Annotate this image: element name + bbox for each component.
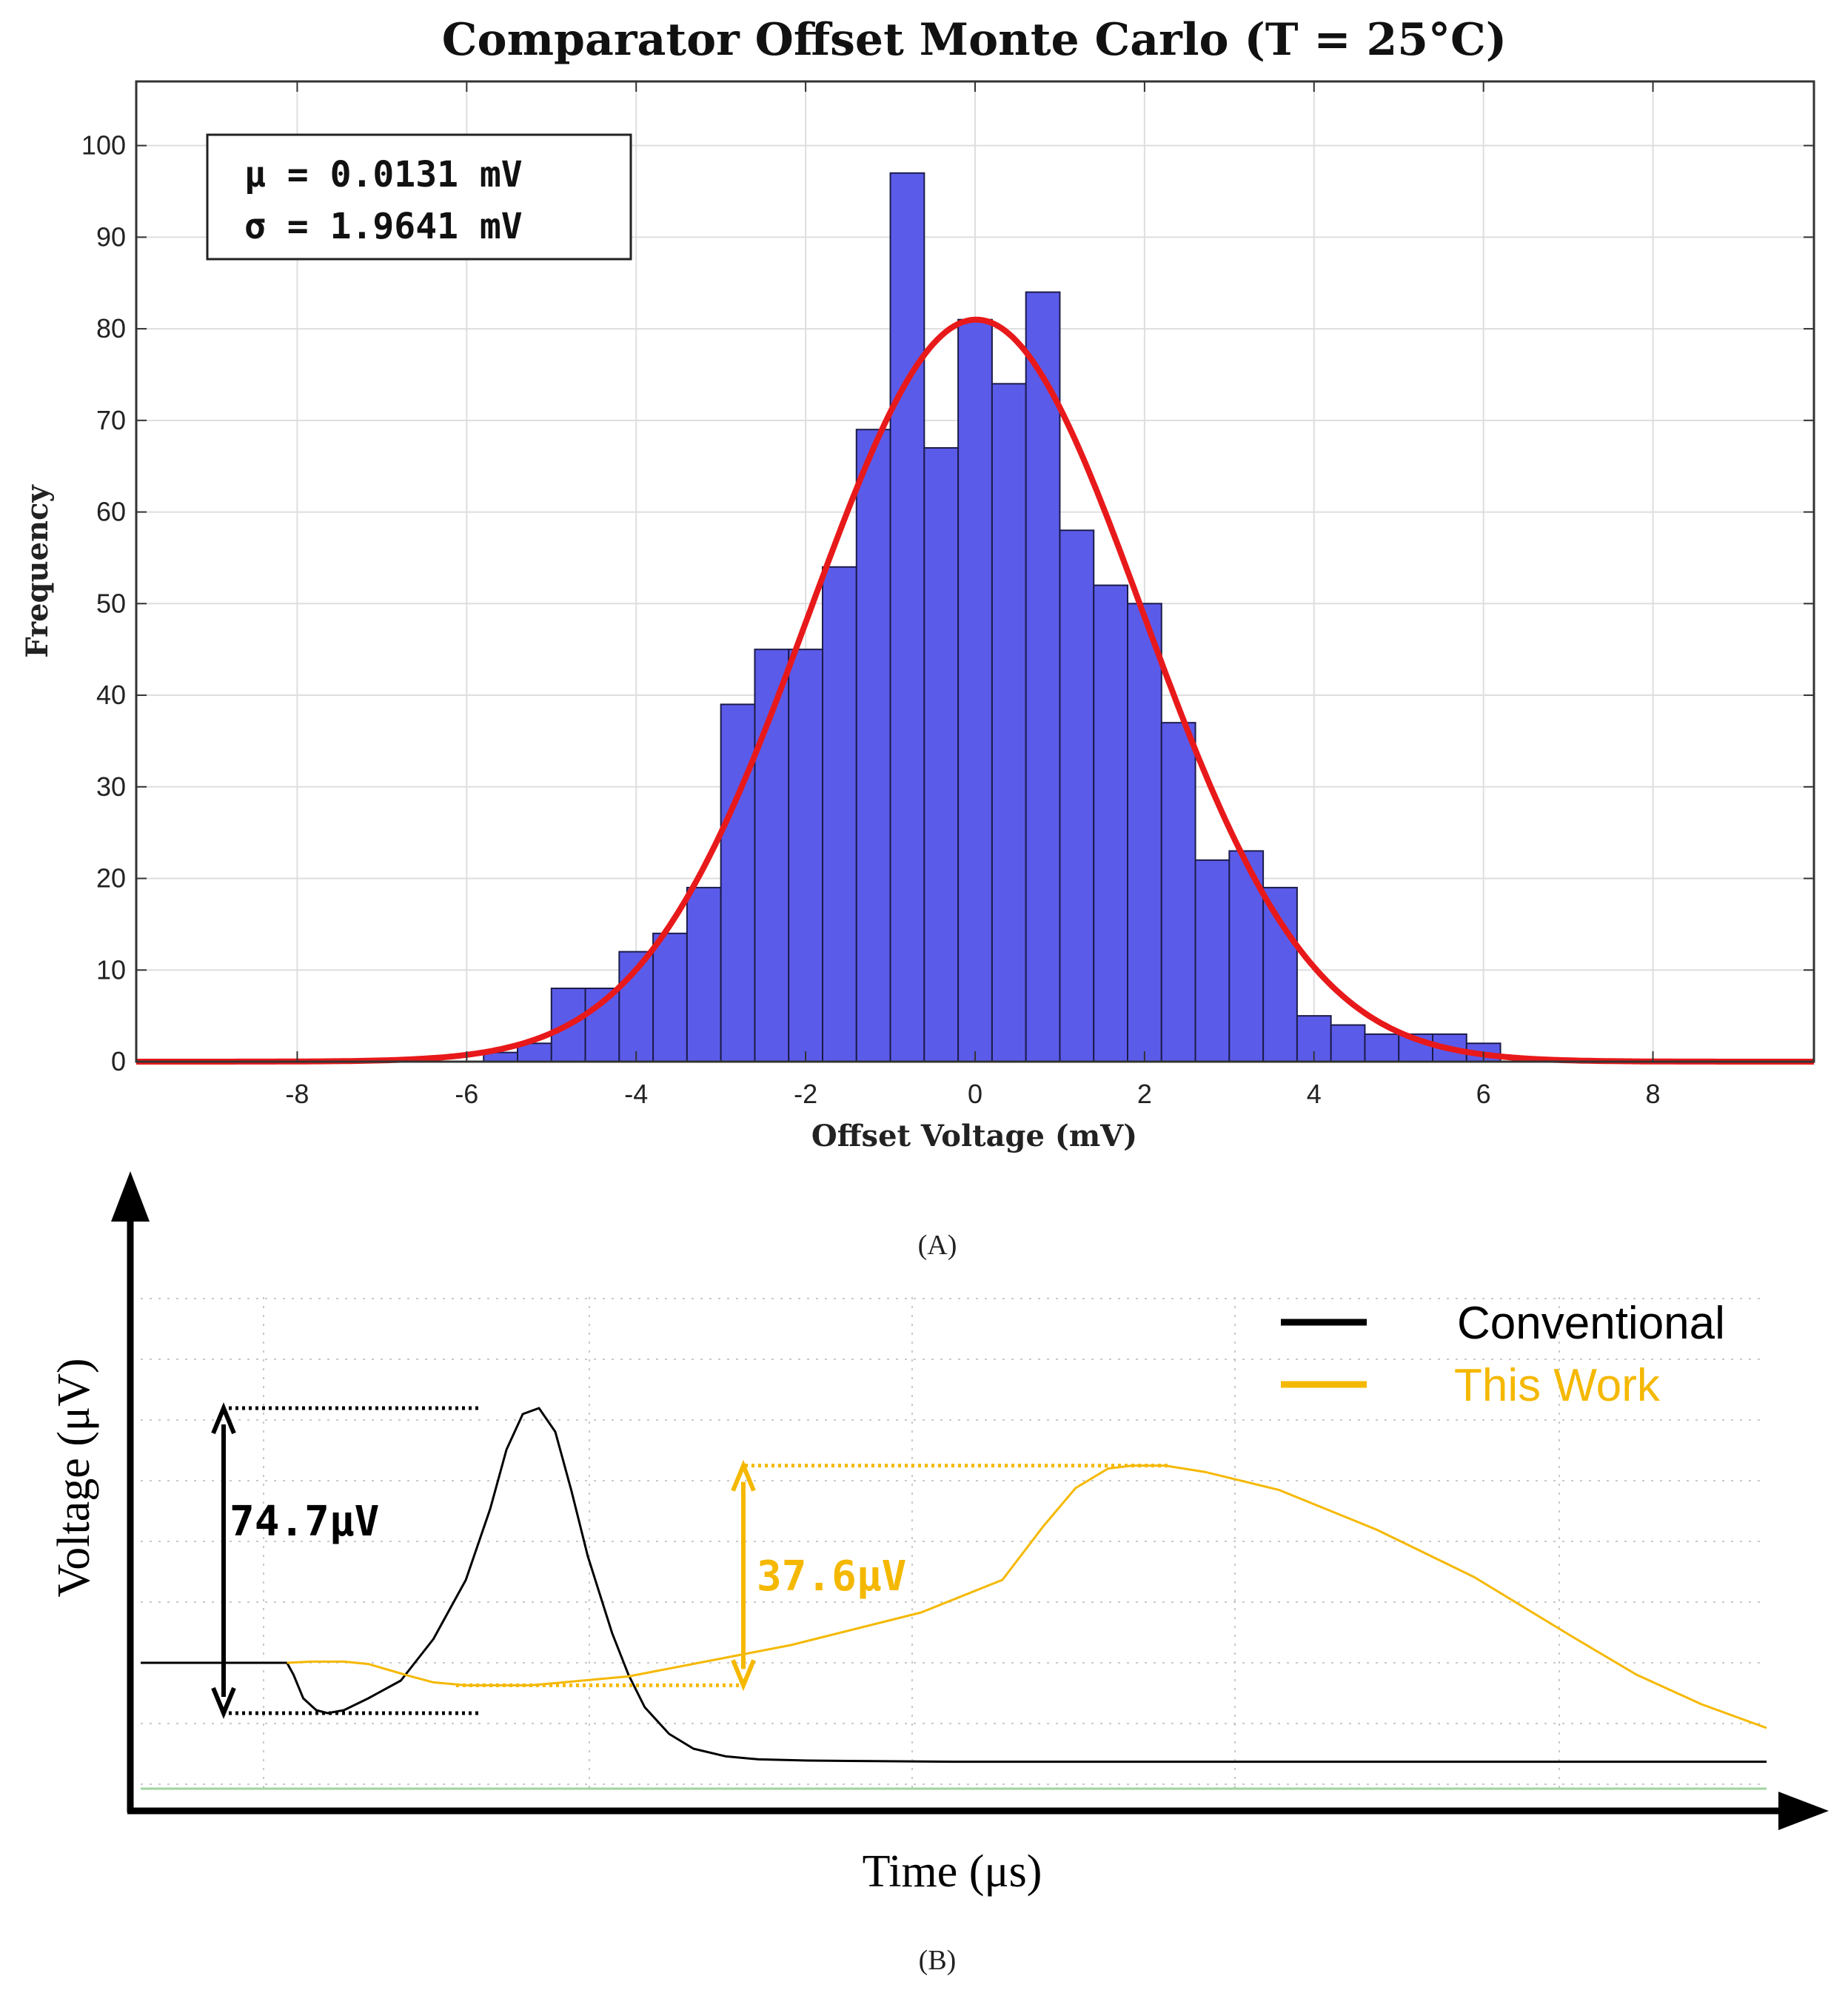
series-line bbox=[141, 1407, 1767, 1763]
chart-a-fit bbox=[136, 316, 1814, 1065]
arrow-up-icon bbox=[211, 1402, 236, 1435]
y-axis-arrow-icon bbox=[111, 1171, 150, 1222]
histogram-bar bbox=[1059, 529, 1095, 1062]
histogram-bar bbox=[1194, 859, 1231, 1063]
histogram-bar bbox=[1025, 291, 1061, 1062]
arrow-down-icon bbox=[211, 1686, 236, 1719]
ytick-label: 90 bbox=[96, 221, 126, 252]
ytick-label: 40 bbox=[96, 680, 126, 710]
ytick-label: 30 bbox=[96, 771, 126, 802]
histogram-bar bbox=[957, 318, 993, 1063]
histogram-bar bbox=[822, 566, 857, 1062]
histogram-bar bbox=[991, 383, 1027, 1062]
chart-a-title: Comparator Offset Monte Carlo (T = 25°C) bbox=[442, 14, 1507, 66]
caption-a: (A) bbox=[918, 1230, 957, 1261]
histogram-bar bbox=[1330, 1024, 1366, 1062]
histogram-bar bbox=[720, 703, 756, 1062]
xtick-label: 2 bbox=[1137, 1079, 1152, 1109]
histogram-bar bbox=[855, 429, 891, 1062]
chart-b-legend: Conventional This Work bbox=[1281, 1298, 1725, 1411]
ytick-label: 100 bbox=[81, 130, 126, 161]
chart-a-xticklabels: -8 -6 -4 -2 0 2 4 6 8 bbox=[285, 1079, 1660, 1109]
chart-a-ylabel: Frequency bbox=[20, 484, 55, 658]
legend-this-work-label: This Work bbox=[1454, 1360, 1661, 1411]
stats-box: μ = 0.0131 mV σ = 1.9641 mV bbox=[206, 133, 632, 261]
ytick-label: 70 bbox=[96, 405, 126, 435]
xtick-label: 6 bbox=[1476, 1079, 1491, 1109]
chart-b-annotations bbox=[211, 1402, 1171, 1719]
x-axis-arrow-icon bbox=[1778, 1792, 1829, 1830]
ytick-label: 0 bbox=[111, 1046, 126, 1076]
chart-b-lines bbox=[141, 1407, 1767, 1763]
ytick-label: 20 bbox=[96, 863, 126, 894]
histogram-bar bbox=[1262, 886, 1298, 1063]
histogram-bar bbox=[1127, 603, 1162, 1062]
legend-conventional-label: Conventional bbox=[1457, 1298, 1725, 1349]
ytick-label: 80 bbox=[96, 313, 126, 344]
chart-a-ticks bbox=[136, 81, 1814, 1062]
stats-box-frame bbox=[206, 133, 632, 261]
chart-b-xlabel: Time (μs) bbox=[863, 1846, 1042, 1897]
caption-b: (B) bbox=[919, 1945, 957, 1976]
chart-a-xlabel: Offset Voltage (mV) bbox=[811, 1119, 1137, 1153]
histogram-bar bbox=[889, 172, 925, 1063]
histogram-bar bbox=[788, 649, 823, 1062]
ytick-label: 60 bbox=[96, 497, 126, 527]
xtick-label: 8 bbox=[1646, 1079, 1661, 1109]
chart-b-ylabel: Voltage (μV) bbox=[49, 1358, 99, 1597]
chart-a-yticklabels: 0 10 20 30 40 50 60 70 80 90 100 bbox=[81, 130, 126, 1076]
annotation-conventional-label: 74.7μV bbox=[230, 1498, 379, 1546]
normal-fit-curve bbox=[136, 316, 1814, 1065]
histogram-bar bbox=[923, 446, 960, 1062]
xtick-label: -8 bbox=[285, 1079, 309, 1109]
histogram-bar bbox=[652, 932, 688, 1062]
arrow-down-icon bbox=[731, 1659, 756, 1692]
histogram-bar bbox=[1160, 722, 1196, 1062]
histogram-bar bbox=[686, 886, 722, 1063]
xtick-label: -2 bbox=[794, 1079, 817, 1109]
stats-mu: μ = 0.0131 mV bbox=[244, 154, 523, 195]
histogram-bar bbox=[1364, 1033, 1400, 1063]
xtick-label: -4 bbox=[624, 1079, 648, 1109]
series-line bbox=[287, 1464, 1767, 1729]
xtick-label: 4 bbox=[1307, 1079, 1322, 1109]
arrow-up-icon bbox=[731, 1459, 756, 1492]
ytick-label: 10 bbox=[96, 954, 126, 985]
xtick-label: -6 bbox=[455, 1079, 478, 1109]
ytick-label: 50 bbox=[96, 588, 126, 618]
xtick-label: 0 bbox=[968, 1079, 982, 1109]
annotation-this-work-label: 37.6μV bbox=[757, 1552, 906, 1601]
stats-sigma: σ = 1.9641 mV bbox=[244, 206, 523, 247]
histogram-bar bbox=[1093, 584, 1128, 1062]
